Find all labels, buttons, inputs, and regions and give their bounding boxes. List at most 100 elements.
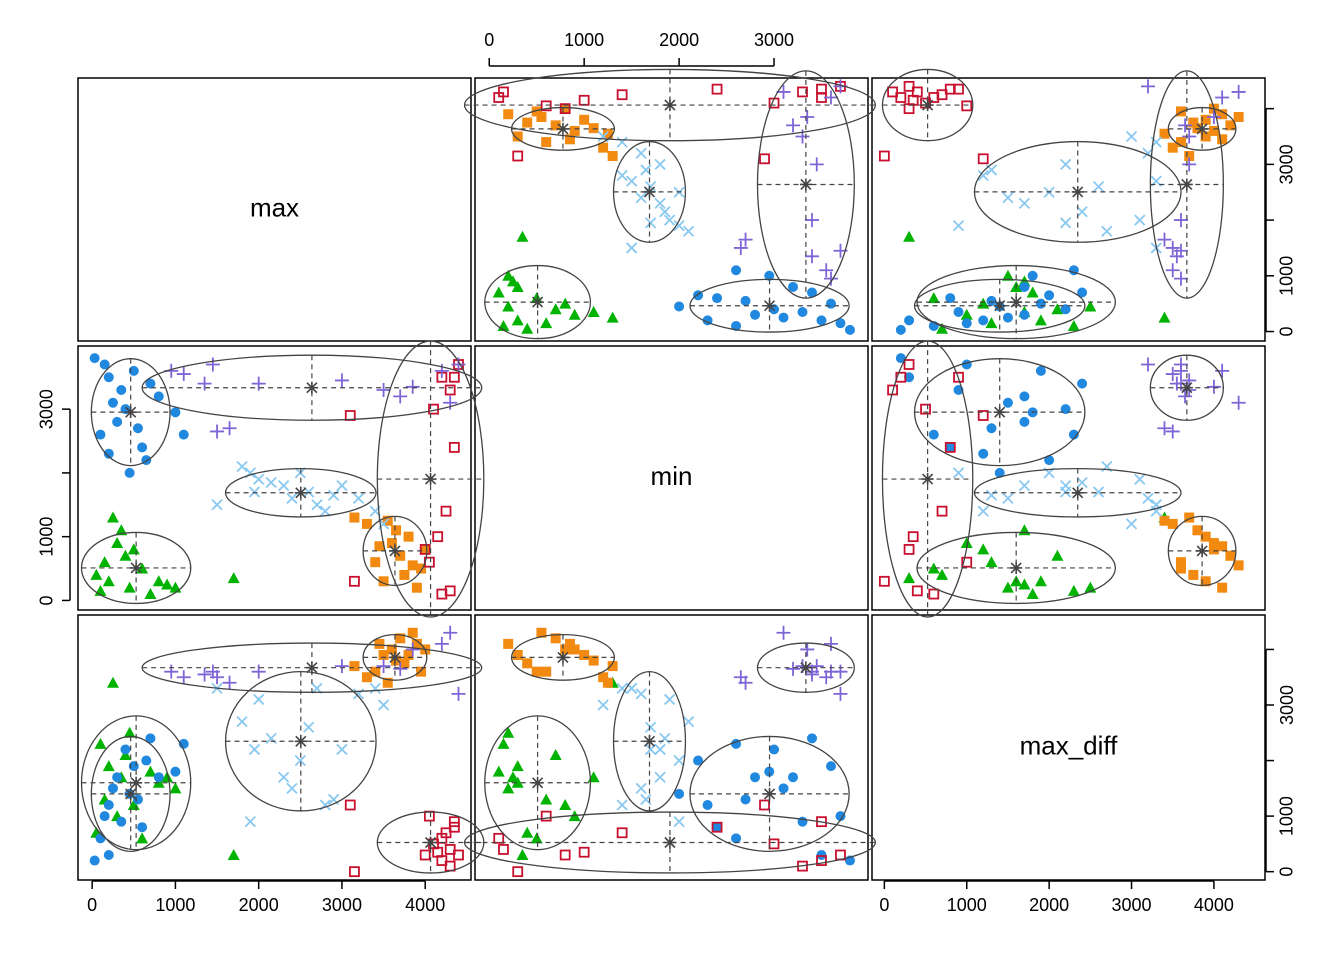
point	[498, 844, 509, 855]
y-tick-label: 3000	[1277, 685, 1297, 725]
point	[94, 737, 107, 749]
point	[1159, 128, 1170, 139]
point	[1175, 557, 1186, 568]
point	[1233, 112, 1244, 123]
point	[531, 666, 542, 677]
point	[1192, 525, 1203, 536]
point	[1134, 473, 1146, 485]
point	[253, 473, 265, 485]
panel-frame	[474, 345, 869, 611]
point	[564, 638, 575, 649]
point	[103, 850, 114, 860]
point	[443, 395, 458, 410]
point	[602, 677, 613, 688]
point	[141, 755, 152, 766]
point	[124, 467, 135, 478]
point	[903, 544, 915, 555]
point	[205, 357, 220, 372]
point	[587, 306, 600, 318]
point	[786, 661, 801, 676]
point	[945, 442, 956, 453]
point	[1092, 181, 1105, 193]
point	[1175, 563, 1186, 574]
point	[393, 661, 408, 676]
point	[1034, 575, 1047, 587]
point	[405, 379, 420, 394]
point	[178, 738, 189, 749]
point	[816, 850, 827, 860]
point	[502, 269, 515, 281]
point	[448, 371, 460, 383]
point	[1208, 544, 1219, 555]
cluster-center	[556, 651, 569, 664]
point	[904, 315, 915, 326]
point	[977, 169, 989, 182]
point	[823, 90, 838, 105]
x-tick-label: 3000	[754, 30, 794, 50]
point	[616, 682, 628, 694]
point	[673, 816, 685, 828]
point	[797, 307, 808, 318]
panel-frame	[474, 614, 869, 881]
point	[560, 103, 571, 114]
point	[712, 293, 723, 304]
point	[1051, 549, 1064, 561]
point	[1044, 290, 1055, 301]
point	[654, 771, 666, 783]
point	[654, 158, 666, 171]
point	[369, 682, 381, 694]
point	[1142, 492, 1154, 505]
point	[152, 776, 165, 788]
point	[1077, 378, 1088, 389]
point	[1159, 515, 1170, 526]
point	[512, 131, 523, 142]
point	[98, 556, 111, 568]
point	[1019, 391, 1030, 402]
point	[448, 816, 460, 828]
point	[809, 157, 824, 172]
point	[99, 811, 110, 822]
point	[536, 112, 547, 123]
point	[1215, 90, 1230, 105]
point	[1200, 114, 1211, 125]
y-tick-label: 3000	[1277, 144, 1297, 184]
point	[800, 110, 815, 125]
point	[738, 232, 753, 247]
panel-frame	[871, 614, 1266, 881]
y-tick-label: 0	[37, 595, 57, 605]
variable-label: max	[250, 192, 299, 222]
point	[420, 544, 431, 555]
point	[1044, 455, 1055, 466]
point	[550, 633, 561, 644]
point	[1184, 151, 1195, 162]
y-tick-label: 1000	[37, 517, 57, 557]
point	[1231, 395, 1246, 410]
point	[788, 772, 799, 783]
variable-label: min	[651, 461, 693, 491]
point	[352, 492, 365, 505]
point	[659, 206, 671, 218]
point	[833, 664, 848, 679]
point	[222, 421, 237, 436]
point	[511, 776, 524, 788]
point	[376, 659, 391, 674]
cluster-center	[663, 836, 676, 849]
point	[1200, 576, 1211, 587]
point	[961, 359, 972, 370]
point	[386, 644, 397, 655]
point	[1182, 129, 1197, 144]
point	[738, 675, 753, 690]
point	[1019, 416, 1030, 427]
point	[1188, 569, 1199, 580]
cluster-center	[1010, 296, 1023, 309]
point	[416, 666, 427, 677]
point	[654, 743, 666, 756]
point	[170, 407, 181, 418]
point	[399, 569, 410, 580]
point	[376, 383, 391, 397]
point	[1002, 312, 1013, 323]
point	[564, 134, 575, 145]
point	[153, 391, 164, 402]
point	[448, 821, 460, 833]
point	[682, 716, 695, 728]
